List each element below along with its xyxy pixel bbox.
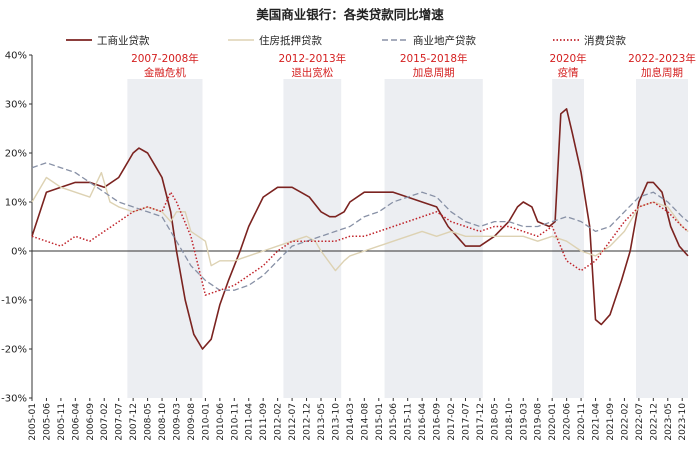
period-label: 加息周期	[641, 66, 683, 79]
x-tick-label: 2005-01	[28, 403, 38, 441]
y-tick-label: 40%	[5, 51, 27, 62]
x-tick-label: 2019-03	[519, 403, 529, 441]
x-tick-label: 2017-07	[461, 403, 471, 441]
x-tick-label: 2018-10	[505, 403, 515, 441]
period-label: 2020年	[549, 52, 586, 65]
series-line-3	[31, 162, 689, 291]
period-label: 2015-2018年	[400, 52, 468, 65]
x-tick-label: 2007-07	[115, 403, 125, 441]
x-tick-label: 2019-08	[534, 403, 544, 441]
x-tick-label: 2016-04	[418, 403, 428, 441]
y-tick-label: -10%	[1, 296, 27, 307]
x-tick-label: 2005-11	[57, 403, 67, 441]
x-tick-label: 2010-11	[230, 403, 240, 441]
x-tick-label: 2010-06	[216, 403, 226, 441]
x-tick-label: 2016-09	[433, 403, 443, 441]
shaded-period	[635, 79, 688, 398]
period-label: 加息周期	[413, 66, 455, 79]
series-line-2	[31, 171, 689, 272]
x-tick-label: 2011-04	[245, 403, 255, 441]
x-tick-label: 2023-10	[678, 403, 688, 441]
x-tick-label: 2012-12	[303, 403, 313, 441]
x-tick-label: 2009-08	[187, 403, 197, 441]
legend-label: 工商业贷款	[97, 34, 150, 47]
x-tick-label: 2006-09	[86, 403, 96, 441]
x-tick-label: 2008-10	[158, 403, 168, 441]
x-tick-label: 2017-12	[476, 403, 486, 441]
x-tick-label: 2023-05	[664, 403, 674, 441]
x-tick-label: 2009-03	[172, 403, 182, 441]
x-tick-label: 2020-06	[563, 403, 573, 441]
period-label: 2012-2013年	[278, 52, 346, 65]
x-tick-label: 2022-12	[649, 403, 659, 441]
y-tick-label: -20%	[1, 345, 27, 356]
x-tick-label: 2022-07	[635, 403, 645, 441]
x-tick-label: 2017-02	[447, 403, 457, 441]
y-tick-label: 20%	[5, 149, 27, 160]
shaded-period	[283, 79, 342, 398]
period-label: 2022-2023年	[628, 52, 696, 65]
x-tick-label: 2013-10	[331, 403, 341, 441]
x-tick-label: 2006-04	[71, 403, 81, 441]
x-tick-label: 2015-01	[375, 403, 385, 441]
x-tick-label: 2012-02	[274, 403, 284, 441]
x-tick-label: 2022-02	[620, 403, 630, 441]
x-tick-label: 2007-02	[100, 403, 110, 441]
x-tick-label: 2012-07	[288, 403, 298, 441]
x-tick-label: 2007-12	[129, 403, 139, 441]
period-label: 疫情	[558, 66, 579, 79]
period-label: 2007-2008年	[131, 52, 199, 65]
x-tick-label: 2020-01	[548, 403, 558, 441]
x-tick-label: 2014-03	[346, 403, 356, 441]
x-tick-label: 2015-06	[389, 403, 399, 441]
x-tick-label: 2015-11	[404, 403, 414, 441]
legend-label: 住房抵押贷款	[259, 34, 322, 47]
legend-label: 商业地产贷款	[413, 34, 476, 47]
series-line-1	[31, 108, 689, 350]
period-label: 金融危机	[144, 66, 186, 79]
x-tick-label: 2021-04	[592, 403, 602, 441]
shaded-period	[127, 79, 203, 398]
legend-label: 消费贷款	[584, 34, 626, 47]
x-tick-label: 2008-05	[144, 403, 154, 441]
x-tick-label: 2021-09	[606, 403, 616, 441]
period-label: 退出宽松	[291, 66, 333, 79]
x-tick-label: 2014-08	[360, 403, 370, 441]
chart-title: 美国商业银行：各类贷款同比增速	[256, 7, 444, 22]
x-tick-label: 2011-09	[259, 403, 269, 441]
y-tick-label: -30%	[1, 394, 27, 405]
y-tick-label: 0%	[11, 247, 27, 258]
y-tick-label: 10%	[5, 198, 27, 209]
x-tick-label: 2005-06	[42, 403, 52, 441]
x-tick-label: 2018-05	[490, 403, 500, 441]
x-tick-label: 2010-01	[201, 403, 211, 441]
x-tick-label: 2020-11	[577, 403, 587, 441]
y-tick-label: 30%	[5, 100, 27, 111]
x-tick-label: 2013-05	[317, 403, 327, 441]
